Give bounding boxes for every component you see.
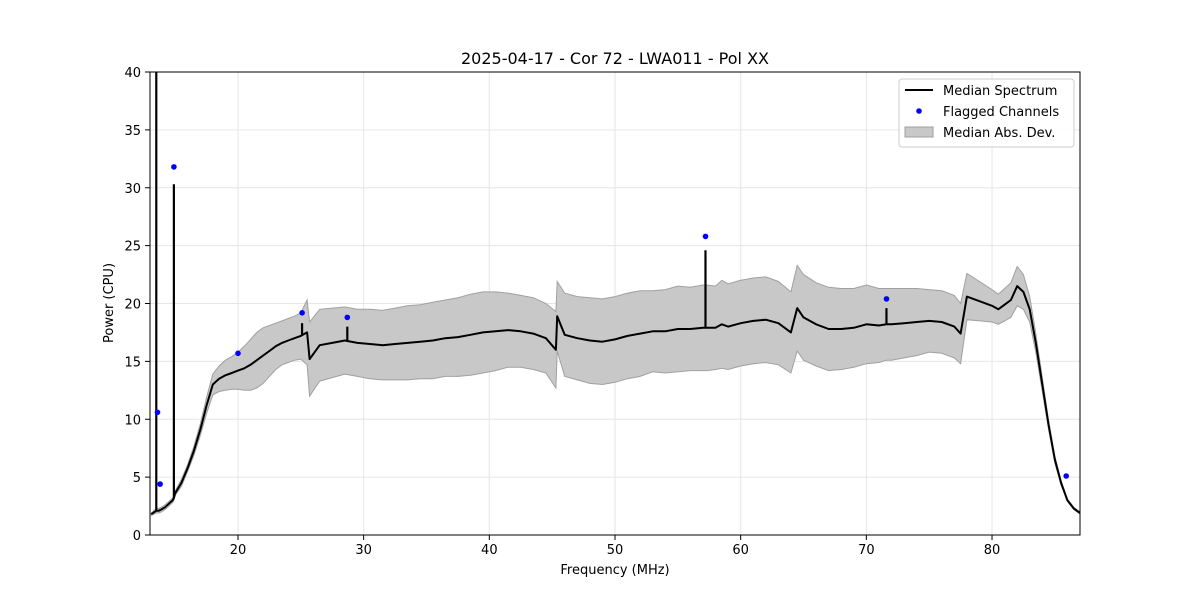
flagged-points: [154, 164, 1069, 487]
legend: Median Spectrum Flagged Channels Median …: [898, 78, 1075, 148]
mad-band: [150, 264, 1080, 517]
flagged-channel-point: [883, 296, 890, 302]
x-tick-label: 20: [230, 543, 247, 558]
y-tick-label: 15: [124, 355, 141, 370]
y-tick-label: 10: [124, 413, 141, 428]
flagged-channel-point: [171, 164, 177, 170]
x-tick-label: 40: [481, 543, 498, 558]
flagged-channel-point: [1063, 473, 1069, 479]
legend-flagged-label: Flagged Channels: [943, 105, 1059, 120]
legend-median-label: Median Spectrum: [943, 84, 1057, 99]
y-axis-label: Power (CPU): [102, 263, 117, 343]
x-tick-label: 50: [607, 543, 624, 558]
flagged-channel-point: [344, 314, 351, 321]
x-tick-label: 70: [858, 543, 875, 558]
x-tick-label: 60: [732, 543, 749, 558]
median-spectrum-line: [150, 285, 1080, 516]
y-tick-label: 5: [133, 471, 141, 486]
y-tick-label: 30: [124, 182, 141, 197]
legend-flagged-swatch: [916, 108, 922, 114]
y-tick-label: 25: [124, 240, 141, 255]
y-tick-label: 20: [124, 298, 141, 313]
legend-box: [898, 78, 1075, 148]
flagged-channel-point: [299, 310, 305, 316]
x-axis-label: Frequency (MHz): [560, 563, 669, 578]
flagged-channel-point: [154, 409, 161, 416]
y-axis-ticks: 0 5 10 15 20 25 30 35 40: [124, 66, 150, 544]
y-tick-label: 0: [133, 529, 141, 544]
legend-mad-swatch: [904, 126, 934, 138]
flagged-channel-point: [157, 481, 163, 487]
y-tick-label: 35: [124, 124, 141, 139]
x-tick-label: 80: [984, 543, 1001, 558]
x-axis-ticks: 20 30 40 50 60 70 80: [230, 535, 1001, 558]
x-tick-label: 30: [355, 543, 372, 558]
flagged-channel-point: [235, 350, 241, 357]
y-tick-label: 40: [124, 66, 141, 81]
chart-title: 2025-04-17 - Cor 72 - LWA011 - Pol XX: [461, 49, 769, 68]
flagged-channel-point: [702, 233, 709, 240]
legend-mad-label: Median Abs. Dev.: [943, 126, 1055, 141]
spike-lines: [155, 72, 888, 511]
